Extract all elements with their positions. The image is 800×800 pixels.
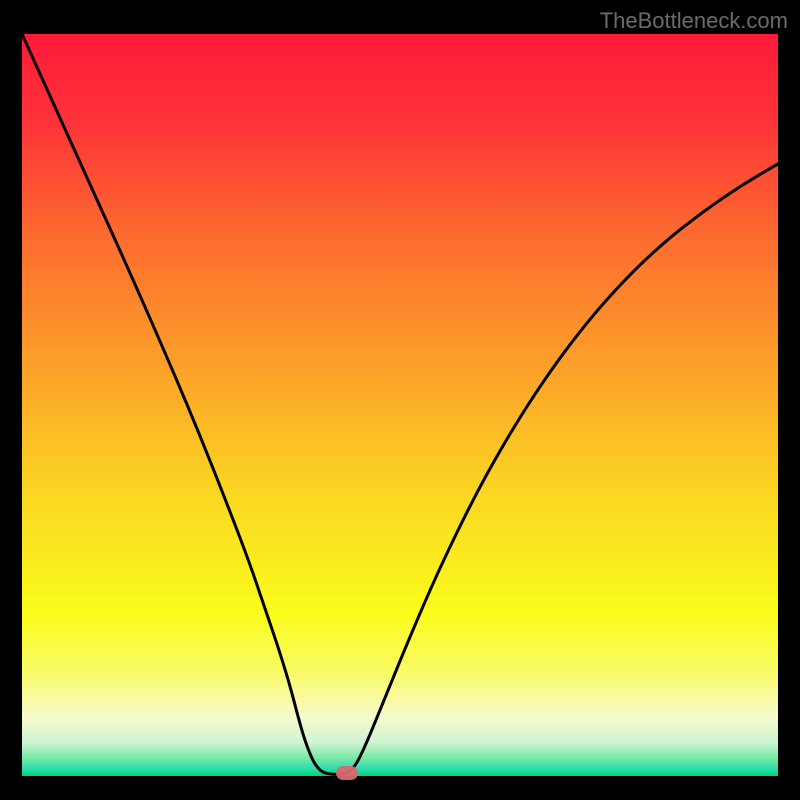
watermark-text: TheBottleneck.com (600, 8, 788, 34)
bottleneck-curve (22, 34, 778, 774)
plot-area (22, 34, 778, 776)
chart-container: TheBottleneck.com (0, 0, 800, 800)
optimal-point-marker (336, 766, 358, 780)
bottleneck-curve-svg (22, 34, 778, 776)
